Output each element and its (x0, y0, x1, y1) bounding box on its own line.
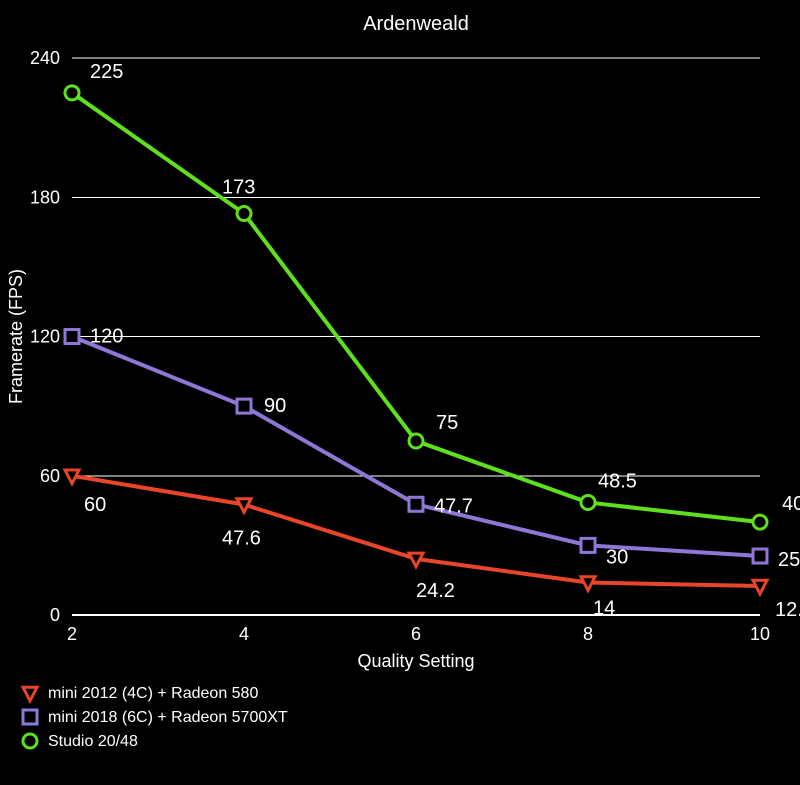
data-point-label: 40 (782, 493, 800, 515)
x-tick-label: 8 (583, 624, 593, 644)
data-point-label: 75 (436, 412, 458, 434)
data-point-label: 120 (90, 326, 123, 348)
series-marker (65, 470, 79, 484)
series-marker (581, 577, 595, 591)
series-marker (409, 553, 423, 567)
data-point-label: 25.4 (778, 549, 800, 571)
series-marker (753, 549, 767, 563)
chart-title: Ardenweald (363, 13, 469, 35)
y-axis-label: Framerate (FPS) (6, 269, 26, 404)
series-marker (581, 495, 595, 509)
series-marker (237, 399, 251, 413)
y-tick-label: 0 (50, 605, 60, 625)
legend-label: mini 2018 (6C) + Radeon 5700XT (48, 709, 288, 726)
chart-container: Ardenweald 0 60 120 180 240 2 4 6 8 10 Quality Sett… (0, 0, 800, 785)
series-marker (581, 538, 595, 552)
y-tick-label: 120 (30, 327, 60, 347)
data-point-label: 48.5 (598, 470, 637, 492)
series-line (72, 93, 760, 522)
legend-marker (23, 734, 37, 748)
series-marker (753, 580, 767, 594)
data-point-label: 12.5 (775, 599, 800, 621)
legend-marker (23, 687, 37, 701)
data-point-label: 24.2 (416, 580, 455, 602)
series-marker (237, 206, 251, 220)
data-point-label: 173 (222, 176, 255, 198)
data-point-label: 60 (84, 494, 106, 516)
y-tick-label: 60 (40, 466, 60, 486)
legend-label: mini 2012 (4C) + Radeon 580 (48, 685, 258, 702)
x-tick-label: 4 (239, 624, 249, 644)
x-tick-label: 6 (411, 624, 421, 644)
series-marker (237, 499, 251, 513)
series-marker (753, 515, 767, 529)
legend-marker (23, 710, 37, 724)
data-point-label: 14 (593, 598, 615, 620)
series-marker (409, 434, 423, 448)
data-point-label: 47.7 (434, 495, 473, 517)
data-point-label: 47.6 (222, 528, 261, 550)
data-point-label: 30 (606, 546, 628, 568)
legend-label: Studio 20/48 (48, 733, 138, 750)
series-marker (65, 330, 79, 344)
fps-chart: Ardenweald 0 60 120 180 240 2 4 6 8 10 Quality Sett… (0, 0, 800, 785)
x-tick-label: 2 (67, 624, 77, 644)
data-point-label: 90 (264, 395, 286, 417)
data-point-label: 225 (90, 61, 123, 83)
y-tick-label: 180 (30, 187, 60, 207)
x-tick-label: 10 (750, 624, 770, 644)
y-tick-label: 240 (30, 48, 60, 68)
x-axis-label: Quality Setting (357, 651, 474, 671)
series-marker (409, 497, 423, 511)
series-marker (65, 86, 79, 100)
